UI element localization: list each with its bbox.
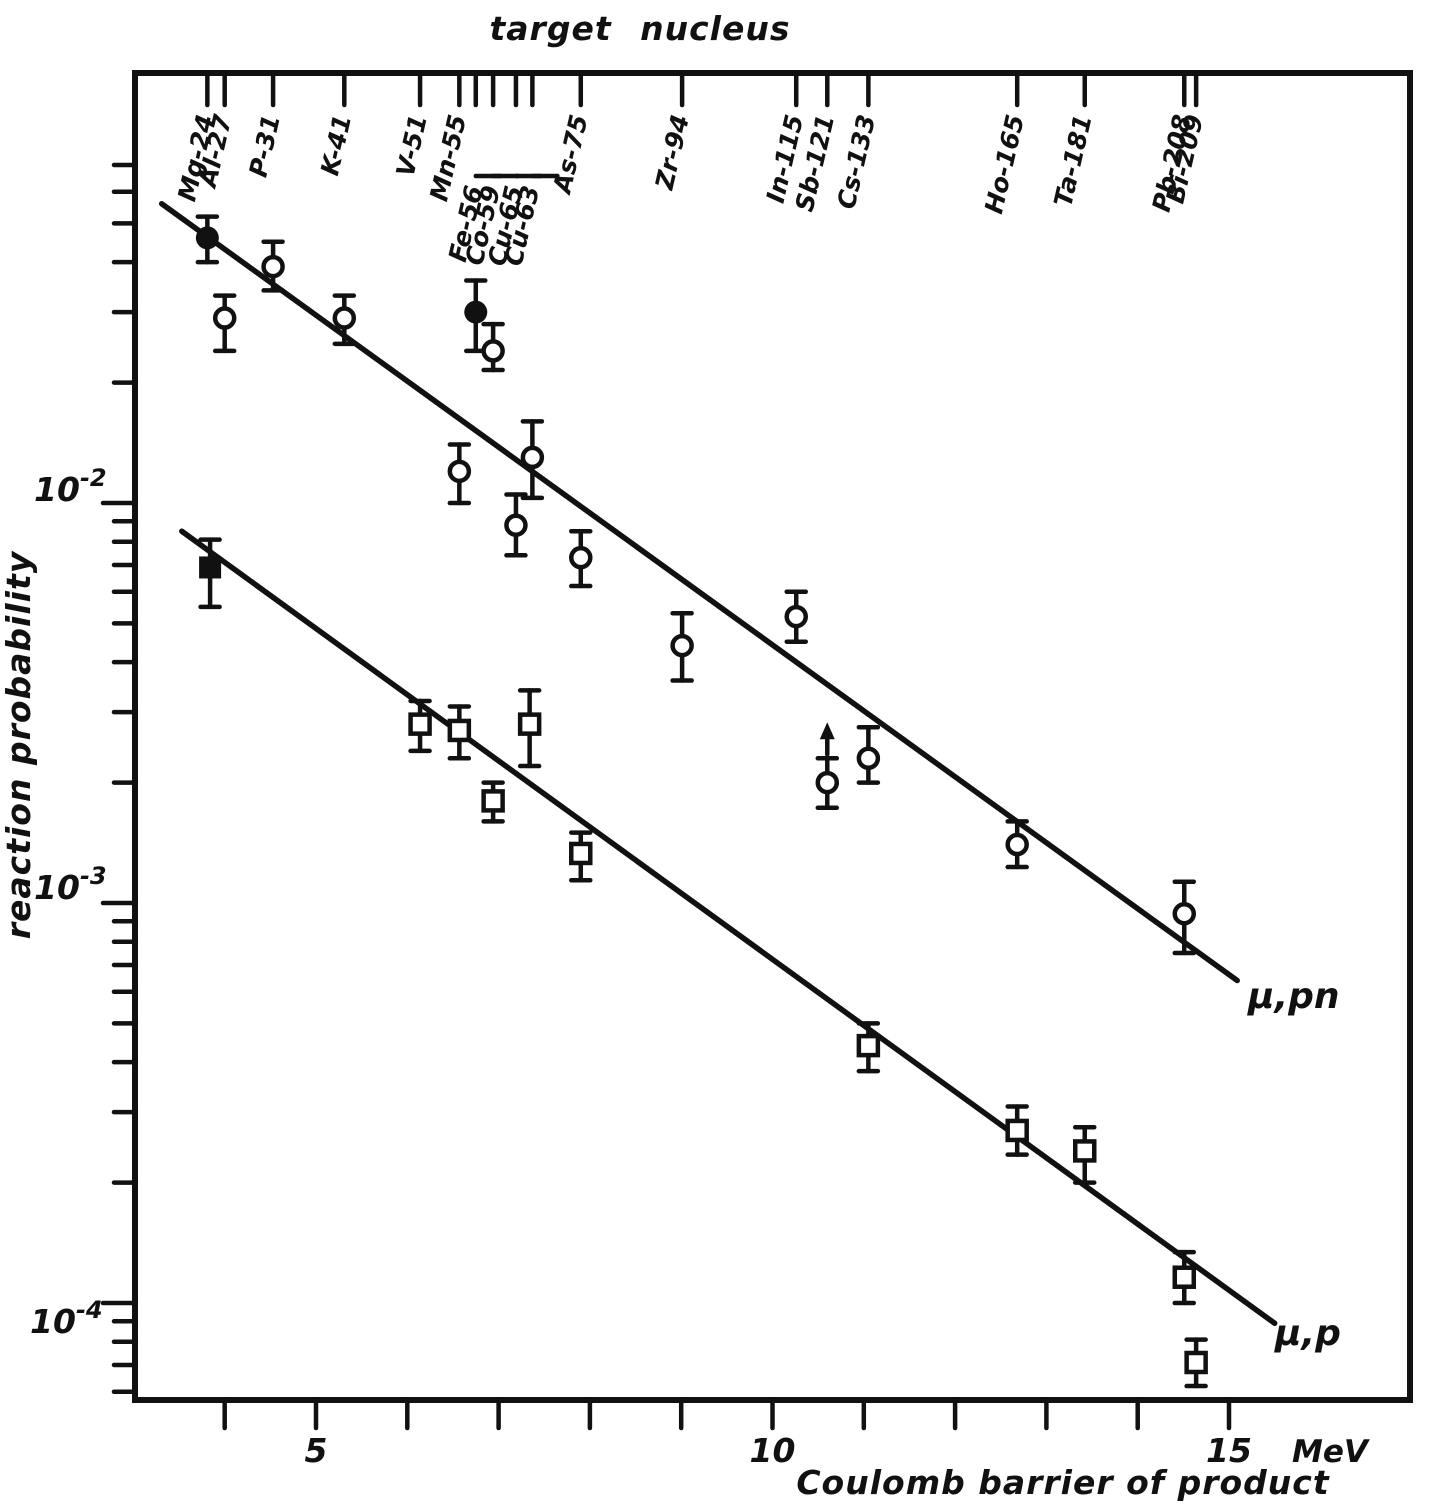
nucleus-label: Zr-94: [649, 112, 694, 193]
nucleus-label: V-51: [391, 112, 433, 180]
y-tick-exponent: -4: [76, 1296, 103, 1324]
data-point-open-circle: [447, 459, 472, 484]
data-point-open-circle: [569, 545, 593, 570]
x-axis-tick-label: 5: [305, 1431, 328, 1470]
y-tick-base: 10: [34, 868, 80, 907]
data-point-open-square: [447, 718, 472, 743]
x-axis-tick-label: 15: [1206, 1431, 1252, 1470]
y-axis-title: reaction probability: [0, 550, 38, 939]
y-tick-label-1e-4: 10-4: [30, 1296, 103, 1341]
x-axis-unit-label: MeV: [1292, 1434, 1371, 1470]
error-bars-layer: [195, 214, 1208, 1389]
data-point-open-circle: [504, 513, 528, 537]
data-point-open-circle: [1172, 901, 1197, 926]
x-axis-title: Coulomb barrier of product: [796, 1463, 1330, 1502]
data-point-open-circle: [670, 633, 694, 658]
nucleus-label: Ta-181: [1048, 112, 1097, 210]
data-point-filled-circle: [464, 300, 488, 324]
y-tick-exponent: -3: [80, 862, 107, 890]
data-point-open-circle: [1005, 832, 1029, 857]
data-point-filled-square: [199, 556, 222, 579]
nucleus-label: Cs-133: [831, 112, 881, 212]
data-point-open-square: [1184, 1350, 1208, 1375]
y-tick-base: 10: [30, 1302, 76, 1341]
y-tick-label-1e-2: 10-2: [34, 464, 107, 509]
fit-line: [158, 200, 1240, 984]
data-point-open-square: [481, 789, 505, 813]
series-label-mu-pn: μ,pn: [1247, 976, 1340, 1017]
data-point-open-circle: [815, 770, 840, 795]
data-point-open-circle: [261, 254, 285, 279]
data-point-open-circle: [784, 604, 808, 629]
data-point-open-square: [856, 1033, 881, 1058]
y-tick-base: 10: [34, 470, 80, 509]
nucleus-label: K-41: [315, 112, 357, 178]
data-point-open-square: [1072, 1139, 1097, 1163]
nucleus-label: As-75: [547, 112, 594, 198]
axis-ticks-layer: [100, 70, 1232, 1431]
data-point-open-square: [569, 841, 593, 866]
series-label-mu-p: μ,p: [1274, 1313, 1341, 1354]
data-point-open-circle: [332, 306, 357, 330]
data-point-open-square: [1172, 1265, 1197, 1289]
data-point-filled-circle: [195, 226, 219, 250]
data-point-open-square: [517, 712, 542, 736]
fit-line: [179, 528, 1278, 1326]
data-point-open-circle: [481, 339, 505, 363]
y-tick-exponent: -2: [80, 464, 107, 492]
data-points-layer: [195, 226, 1208, 1375]
data-point-open-square: [408, 712, 432, 736]
data-point-open-circle: [212, 306, 237, 330]
data-point-open-circle: [856, 746, 881, 771]
plot-border: [132, 70, 1413, 1403]
fit-lines-layer: [158, 200, 1278, 1326]
data-point-open-square: [1005, 1118, 1029, 1143]
top-axis-title: target nucleus: [490, 9, 791, 48]
lower-limit-arrow-head: [819, 722, 835, 740]
nucleus-label: Ho-165: [979, 112, 1030, 217]
x-axis-tick-label: 10: [750, 1431, 796, 1470]
data-point-open-circle: [520, 445, 545, 470]
y-tick-label-1e-3: 10-3: [34, 862, 107, 907]
nucleus-label: P-31: [243, 112, 285, 180]
